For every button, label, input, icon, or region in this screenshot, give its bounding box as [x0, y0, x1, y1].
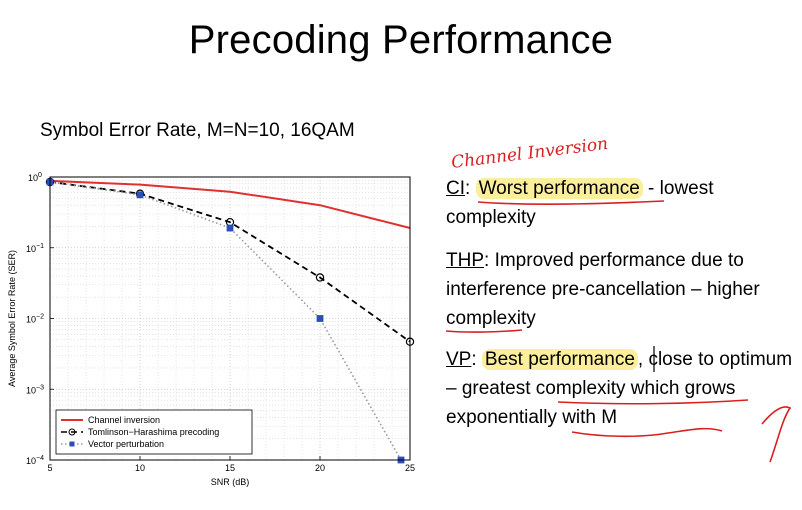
vp-point [136, 191, 144, 199]
tick-layer: 5 10 15 20 25 100 10−1 10−2 10−3 10−4 [26, 172, 415, 473]
x-tick-label: 5 [47, 463, 52, 473]
bullet-ci-highlight: Worst performance [475, 178, 643, 199]
chart-svg: 5 10 15 20 25 100 10−1 10−2 10−3 10−4 SNR (dB) Av… [7, 172, 415, 487]
legend-box [55, 409, 253, 455]
ser-chart: 5 10 15 20 25 100 10−1 10−2 10−3 10−4 SNR (dB) Av… [0, 150, 430, 510]
legend-label-1: Tomlinson−Harashima precoding [88, 427, 219, 437]
bullet-ci-sep: : [465, 178, 476, 199]
chart-title: Symbol Error Rate, M=N=10, 16QAM [40, 120, 355, 141]
y-tick-label: 100 [28, 172, 42, 183]
vp-point [316, 315, 324, 322]
legend-marker-circle [68, 428, 76, 436]
legend-marker-square [69, 441, 75, 447]
handwritten-annotation: Channel Inversion [450, 134, 609, 173]
bullet-thp: THP: Improved performance due to interfe… [446, 246, 796, 333]
bullet-vp-sep: : [471, 349, 482, 370]
y-tick-label: 10−1 [26, 243, 44, 254]
bullet-vp-key: VP [446, 349, 472, 370]
series-line-0 [49, 179, 411, 229]
y-tick-label: 10−2 [26, 314, 44, 325]
y-tick-label: 10−3 [26, 384, 44, 395]
bullet-ci-key: CI [446, 178, 465, 199]
x-tick-label: 20 [315, 463, 325, 473]
x-tick-label: 15 [225, 463, 235, 473]
bullet-thp-key: THP [446, 250, 484, 271]
legend-label-2: Vector perturbation [88, 439, 164, 449]
x-tick-label: 25 [405, 463, 415, 473]
series-line-2 [49, 181, 402, 461]
bullet-vp: VP: Best performance, close to optimum –… [446, 345, 796, 432]
y-axis-label: Average Symbol Error Rate (SER) [7, 250, 17, 387]
bullet-ci-rest: - lowest complexity [446, 178, 714, 228]
x-axis-label: SNR (dB) [211, 477, 250, 487]
legend: Channel inversion Tomlinson−Harashima pre… [55, 409, 253, 455]
y-tick-label: 10−4 [26, 455, 44, 466]
bullet-vp-highlight: Best performance [481, 349, 638, 370]
bullet-thp-sep: : [484, 250, 495, 271]
bullet-thp-text: Improved performance due to interference… [446, 250, 760, 329]
bullet-ci: CI: Worst performance - lowest complexit… [446, 174, 776, 232]
x-tick-label: 10 [135, 463, 145, 473]
thp-point [315, 273, 325, 282]
bullet-vp-rest: , close to optimum – greatest complexity… [446, 349, 793, 428]
vp-point [226, 224, 234, 232]
legend-label-0: Channel inversion [88, 415, 160, 425]
slide-title: Precoding Performance [188, 18, 614, 62]
